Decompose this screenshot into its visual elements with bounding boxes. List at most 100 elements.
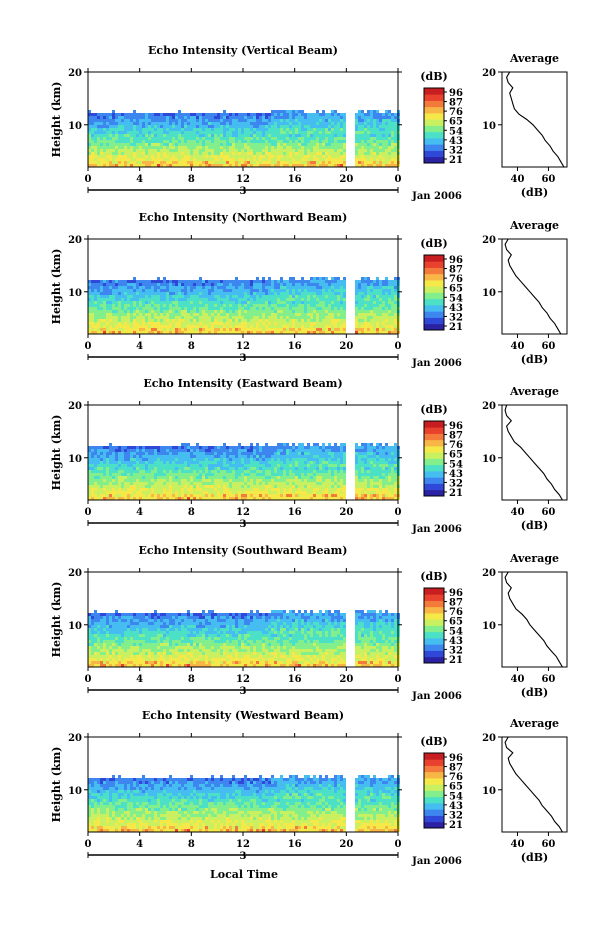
heatmap-cell bbox=[379, 488, 382, 491]
heatmap-cell bbox=[250, 113, 253, 116]
heatmap-cell bbox=[271, 155, 274, 158]
heatmap-cell bbox=[136, 479, 139, 482]
heatmap-cell bbox=[109, 322, 112, 325]
heatmap-cell bbox=[226, 146, 229, 149]
heatmap-cell bbox=[274, 482, 277, 485]
heatmap-cell bbox=[232, 131, 235, 134]
heatmap-cell bbox=[385, 494, 388, 497]
heatmap-cell bbox=[244, 482, 247, 485]
heatmap-cell bbox=[160, 307, 163, 310]
heatmap-cell bbox=[127, 298, 130, 301]
heatmap-cell bbox=[181, 325, 184, 328]
heatmap-cell bbox=[154, 301, 157, 304]
heatmap-cell bbox=[229, 125, 232, 128]
heatmap-cell bbox=[190, 149, 193, 152]
heatmap-cell bbox=[100, 328, 103, 331]
heatmap-cell bbox=[340, 292, 343, 295]
heatmap-cell bbox=[253, 322, 256, 325]
heatmap-cell bbox=[307, 482, 310, 485]
heatmap-cell bbox=[154, 113, 157, 116]
heatmap-cell bbox=[106, 292, 109, 295]
heatmap-cell bbox=[376, 310, 379, 313]
heatmap-cell bbox=[301, 155, 304, 158]
heatmap-cell bbox=[238, 310, 241, 313]
heatmap-cell bbox=[205, 331, 208, 334]
heatmap-cell bbox=[388, 482, 391, 485]
heatmap-cell bbox=[382, 304, 385, 307]
heatmap-cell bbox=[124, 164, 127, 167]
heatmap-cell bbox=[364, 286, 367, 289]
heatmap-cell bbox=[217, 280, 220, 283]
heatmap-cell bbox=[343, 283, 346, 286]
heatmap-cell bbox=[211, 149, 214, 152]
heatmap-cell bbox=[361, 298, 364, 301]
heatmap-cell bbox=[283, 155, 286, 158]
heatmap-cell bbox=[340, 122, 343, 125]
heatmap-cell bbox=[319, 325, 322, 328]
heatmap-cell bbox=[277, 146, 280, 149]
heatmap-cell bbox=[238, 485, 241, 488]
heatmap-cell bbox=[202, 310, 205, 313]
profile-y-tick-label: 10 bbox=[482, 288, 496, 299]
heatmap-cell bbox=[205, 122, 208, 125]
heatmap-cell bbox=[367, 482, 370, 485]
heatmap-cell bbox=[127, 491, 130, 494]
heatmap-cell bbox=[253, 119, 256, 122]
heatmap-cell bbox=[175, 113, 178, 116]
heatmap-cell bbox=[166, 134, 169, 137]
heatmap-cell bbox=[304, 149, 307, 152]
heatmap-cell bbox=[211, 328, 214, 331]
heatmap-cell bbox=[136, 128, 139, 131]
heatmap-cell bbox=[106, 140, 109, 143]
heatmap-cell bbox=[163, 491, 166, 494]
heatmap-cell bbox=[259, 488, 262, 491]
heatmap-cell bbox=[223, 482, 226, 485]
heatmap-cell bbox=[193, 328, 196, 331]
heatmap-cell bbox=[298, 497, 301, 500]
heatmap-cell bbox=[229, 331, 232, 334]
heatmap-cell bbox=[367, 113, 370, 116]
heatmap-cell bbox=[160, 158, 163, 161]
heatmap-cell bbox=[265, 304, 268, 307]
heatmap-cell bbox=[223, 152, 226, 155]
heatmap-cell bbox=[94, 301, 97, 304]
heatmap-cell bbox=[91, 473, 94, 476]
heatmap-cell bbox=[238, 322, 241, 325]
heatmap-cell bbox=[118, 494, 121, 497]
heatmap-cell bbox=[250, 292, 253, 295]
heatmap-cell bbox=[124, 470, 127, 473]
heatmap-cell bbox=[238, 482, 241, 485]
heatmap-cell bbox=[334, 140, 337, 143]
heatmap-cell bbox=[226, 328, 229, 331]
heatmap-cell bbox=[238, 128, 241, 131]
heatmap-cell bbox=[379, 322, 382, 325]
heatmap-cell bbox=[298, 304, 301, 307]
heatmap-cell bbox=[205, 125, 208, 128]
heatmap-cell bbox=[220, 313, 223, 316]
beam-panel: Echo Intensity (Eastward Beam)1020Height… bbox=[50, 377, 568, 535]
heatmap-cell bbox=[274, 152, 277, 155]
heatmap-cell bbox=[322, 467, 325, 470]
profile-title: Average bbox=[509, 219, 559, 232]
heatmap-cell bbox=[373, 146, 376, 149]
colorbar-tick-label: 96 bbox=[449, 88, 463, 99]
heatmap-cell bbox=[244, 298, 247, 301]
heatmap-cell bbox=[238, 307, 241, 310]
heatmap-cell bbox=[256, 298, 259, 301]
heatmap-cell bbox=[247, 325, 250, 328]
heatmap-cell bbox=[394, 164, 397, 167]
heatmap-cell bbox=[169, 310, 172, 313]
heatmap-cell bbox=[370, 470, 373, 473]
heatmap-cell bbox=[286, 497, 289, 500]
heatmap-cell bbox=[148, 149, 151, 152]
heatmap-cell bbox=[88, 494, 91, 497]
heatmap-cell bbox=[172, 158, 175, 161]
heatmap-cell bbox=[148, 467, 151, 470]
heatmap-cell bbox=[325, 488, 328, 491]
heatmap-cell bbox=[373, 283, 376, 286]
heatmap-cell bbox=[163, 485, 166, 488]
heatmap-cell bbox=[376, 131, 379, 134]
heatmap-cell bbox=[97, 473, 100, 476]
heatmap-cell bbox=[97, 322, 100, 325]
heatmap-cell bbox=[325, 292, 328, 295]
